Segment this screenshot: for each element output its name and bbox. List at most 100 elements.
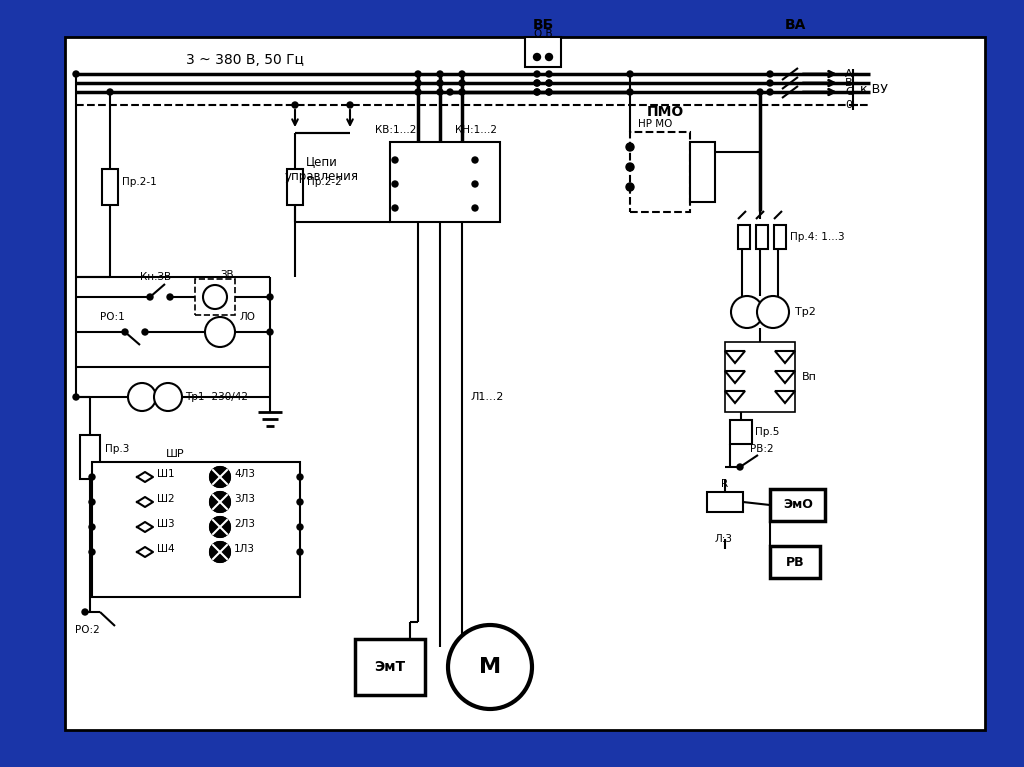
Circle shape bbox=[73, 71, 79, 77]
Circle shape bbox=[546, 54, 553, 61]
Text: ЭмТ: ЭмТ bbox=[375, 660, 406, 674]
Circle shape bbox=[267, 294, 273, 300]
Text: В: В bbox=[845, 78, 853, 88]
Circle shape bbox=[89, 499, 95, 505]
Text: R: R bbox=[722, 479, 728, 489]
Circle shape bbox=[210, 467, 230, 487]
Text: Кн.ЗВ: Кн.ЗВ bbox=[140, 272, 171, 282]
Text: Вп: Вп bbox=[802, 372, 817, 382]
Circle shape bbox=[392, 205, 398, 211]
Circle shape bbox=[767, 89, 773, 95]
Text: 1Л3: 1Л3 bbox=[234, 544, 255, 554]
Bar bbox=[725, 342, 795, 412]
Circle shape bbox=[154, 383, 182, 411]
Text: ЛО: ЛО bbox=[240, 312, 256, 322]
Circle shape bbox=[627, 71, 633, 77]
Text: Тр1 -230/42: Тр1 -230/42 bbox=[185, 392, 248, 402]
Bar bbox=[730, 420, 752, 444]
Circle shape bbox=[128, 383, 156, 411]
Bar bbox=[80, 435, 100, 479]
Circle shape bbox=[534, 80, 540, 86]
Circle shape bbox=[203, 285, 227, 309]
Circle shape bbox=[297, 524, 303, 530]
Text: ШР: ШР bbox=[166, 449, 184, 459]
Text: Ш4: Ш4 bbox=[157, 544, 175, 554]
Circle shape bbox=[392, 157, 398, 163]
Circle shape bbox=[459, 89, 465, 95]
Circle shape bbox=[737, 464, 743, 470]
Circle shape bbox=[297, 499, 303, 505]
Circle shape bbox=[626, 183, 634, 191]
Circle shape bbox=[122, 329, 128, 335]
Bar bbox=[690, 142, 715, 202]
Circle shape bbox=[167, 294, 173, 300]
Bar bbox=[525, 37, 561, 67]
Circle shape bbox=[89, 549, 95, 555]
Circle shape bbox=[210, 542, 230, 562]
Text: Л1...2: Л1...2 bbox=[470, 392, 504, 402]
Bar bbox=[774, 225, 786, 249]
Circle shape bbox=[147, 294, 153, 300]
Text: ЗВ: ЗВ bbox=[220, 270, 233, 280]
Text: Тр2: Тр2 bbox=[795, 307, 816, 317]
Circle shape bbox=[546, 80, 552, 86]
Text: к ВУ: к ВУ bbox=[860, 83, 888, 96]
Circle shape bbox=[627, 89, 633, 95]
Text: ЭмО: ЭмО bbox=[783, 499, 813, 512]
Circle shape bbox=[210, 517, 230, 537]
Circle shape bbox=[449, 625, 532, 709]
Circle shape bbox=[546, 80, 552, 86]
Circle shape bbox=[534, 80, 540, 86]
Bar bbox=[756, 225, 768, 249]
Circle shape bbox=[415, 80, 421, 86]
Circle shape bbox=[210, 542, 230, 562]
Circle shape bbox=[142, 329, 148, 335]
Bar bbox=[738, 225, 750, 249]
Circle shape bbox=[210, 517, 230, 537]
Circle shape bbox=[89, 524, 95, 530]
Circle shape bbox=[626, 143, 634, 151]
Text: Пр.4: 1...3: Пр.4: 1...3 bbox=[790, 232, 845, 242]
Text: Пр.2-1: Пр.2-1 bbox=[122, 177, 157, 187]
Circle shape bbox=[82, 609, 88, 615]
Circle shape bbox=[347, 102, 353, 108]
Circle shape bbox=[437, 80, 443, 86]
Text: М: М bbox=[479, 657, 501, 677]
Text: О В: О В bbox=[534, 29, 552, 39]
Text: ВА: ВА bbox=[784, 18, 806, 32]
Circle shape bbox=[292, 102, 298, 108]
Circle shape bbox=[731, 296, 763, 328]
Circle shape bbox=[459, 71, 465, 77]
Circle shape bbox=[534, 54, 541, 61]
Circle shape bbox=[210, 492, 230, 512]
Text: 0: 0 bbox=[845, 100, 852, 110]
Circle shape bbox=[626, 163, 634, 171]
Bar bbox=[195, 279, 234, 315]
Bar bbox=[92, 462, 300, 597]
Circle shape bbox=[106, 89, 113, 95]
Bar bbox=[630, 132, 690, 212]
Text: РО:1: РО:1 bbox=[100, 312, 125, 322]
Circle shape bbox=[447, 89, 453, 95]
Circle shape bbox=[534, 89, 540, 95]
Text: Ш2: Ш2 bbox=[157, 494, 175, 504]
Circle shape bbox=[472, 205, 478, 211]
Circle shape bbox=[546, 71, 552, 77]
Circle shape bbox=[415, 71, 421, 77]
Circle shape bbox=[267, 329, 273, 335]
Text: Л:3: Л:3 bbox=[715, 534, 733, 544]
Bar bbox=[102, 169, 118, 205]
Circle shape bbox=[767, 71, 773, 77]
Text: Пр.3: Пр.3 bbox=[105, 444, 129, 454]
Text: НР МО: НР МО bbox=[638, 119, 672, 129]
Circle shape bbox=[472, 157, 478, 163]
Bar bbox=[355, 639, 425, 695]
Circle shape bbox=[210, 467, 230, 487]
Circle shape bbox=[757, 89, 763, 95]
Text: РО:2: РО:2 bbox=[75, 625, 99, 635]
Bar bbox=[770, 489, 825, 521]
Circle shape bbox=[392, 181, 398, 187]
Bar bbox=[707, 492, 743, 512]
Text: С: С bbox=[845, 87, 853, 97]
Circle shape bbox=[205, 317, 234, 347]
